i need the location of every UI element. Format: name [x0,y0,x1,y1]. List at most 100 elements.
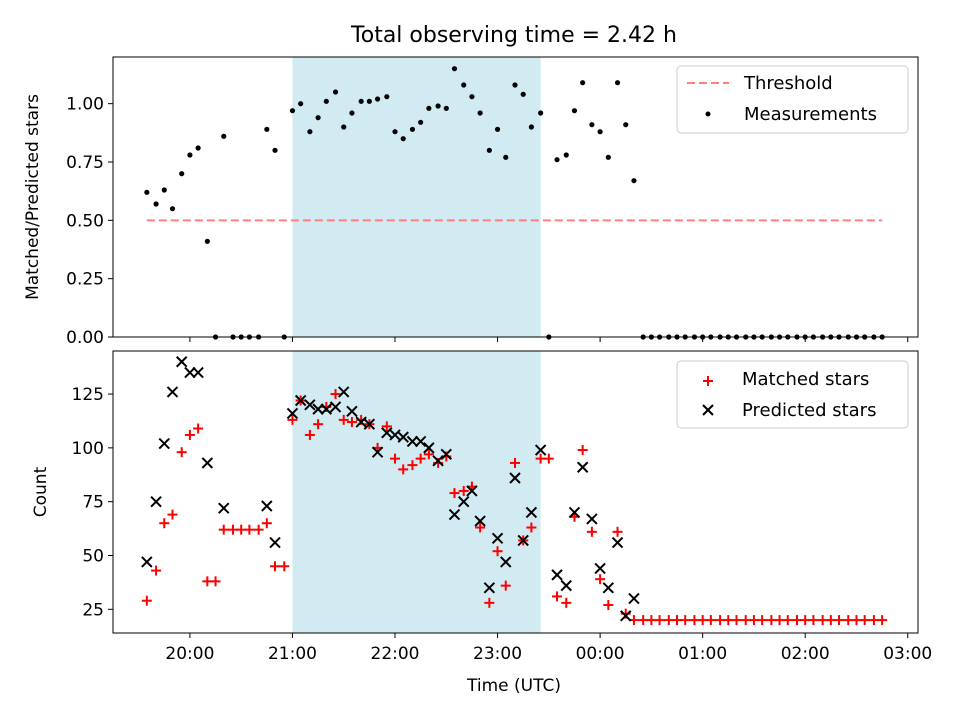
bottom-y-tick-label: 50 [82,547,104,567]
matched-stars-point [654,615,665,626]
measurements-point [451,66,458,72]
matched-stars-point [407,460,418,471]
matched-stars-point [346,417,357,428]
measurements-point [605,154,611,160]
measurements-point [366,98,372,104]
measurements-point [597,129,603,135]
matched-stars-point [159,518,170,529]
matched-stars-point [270,561,281,572]
measurements-point [272,147,278,153]
measurements-point [563,152,569,158]
predicted-stars-point [329,401,342,413]
predicted-stars-point [466,485,478,497]
matched-stars-point [577,445,588,456]
matched-stars-point [475,522,486,533]
predicted-stars-point [551,569,563,581]
matched-stars-point [141,595,152,606]
matched-stars-point [167,509,178,520]
measurements-point [589,122,595,128]
top-y-tick-label: 0.25 [66,270,104,290]
measurements-point [528,124,534,130]
predicted-stars-point [474,515,486,527]
predicted-stars-point [184,366,196,379]
matched-stars-point [176,447,187,458]
matched-stars-point [287,414,298,425]
matched-stars-point [151,565,162,576]
measurements-point [520,91,526,97]
measurements-point [614,80,621,86]
predicted-stars-point [414,435,427,448]
top-shaded-region [292,57,541,337]
measurements-point [580,80,586,86]
measurements-point [195,145,201,151]
predicted-stars-point [628,592,640,605]
top-y-tick-label: 1.00 [66,95,104,115]
measurements-point [153,201,159,207]
matched-stars-point [304,429,315,440]
predicted-stars-point [448,508,461,521]
measurements-point [349,110,355,116]
bottom-y-axis-label: Count [31,466,51,517]
matched-stars-point [338,414,349,425]
measurements-point [623,122,629,128]
predicted-stars-point [286,407,299,420]
measurements-point [469,94,475,100]
measurements-point [435,103,441,109]
measurements-point [187,152,193,158]
measurements-point [221,133,227,139]
matched-stars-point [492,546,503,557]
matched-stars-point [757,615,768,626]
measurements-point [486,147,492,153]
predicted-stars-point [158,437,170,450]
matched-stars-point [808,615,819,626]
predicted-stars-point [294,394,307,407]
predicted-stars-point [423,442,435,454]
predicted-stars-point [381,427,393,439]
predicted-stars-point [201,457,214,469]
top-panel: 0.00 0.25 0.50 0.75 1.00 Matched/Predicted s… [23,56,919,348]
matched-stars-point [193,423,204,434]
legend-matched-label: Matched stars [742,369,869,390]
predicted-stars-point [611,536,624,549]
bottom-x-tick-label: 21:00 [268,644,317,664]
top-legend: Threshold Measurements [676,65,909,134]
legend-measurements-swatch [705,111,711,117]
predicted-stars-point [525,506,538,519]
predicted-stars-point [440,448,452,461]
top-plot-frame [112,56,919,338]
measurements-point [307,129,313,135]
measurements-point [341,124,347,130]
matched-stars-point [680,615,691,626]
bottom-y-tick-label: 125 [72,385,104,405]
measurements-point [477,110,483,116]
measurements-point [494,126,501,132]
matched-stars-point [381,421,392,432]
legend-predicted-swatch [702,404,714,416]
bottom-x-tick-label: 23:00 [473,644,522,664]
measurements-point [298,101,304,107]
bottom-plot-frame [112,350,919,634]
predicted-stars-point [517,534,529,547]
predicted-stars-point [371,446,384,458]
bottom-x-tick-label: 03:00 [883,644,932,664]
bottom-x-tick-label: 01:00 [678,644,727,664]
predicted-stars-point [576,461,589,473]
measurements-point [323,98,329,104]
predicted-stars-point [141,556,153,568]
predicted-stars-point [312,403,324,415]
measurements-point [392,129,398,135]
matched-stars-point [313,419,324,430]
matched-stars-point [279,561,290,572]
predicted-stars-point [192,366,204,379]
predicted-stars-point [175,356,188,368]
matched-stars-point [552,591,563,602]
matched-stars-point [484,597,495,608]
top-y-axis-label: Matched/Predicted stars [23,94,43,300]
measurements-point [631,178,637,184]
predicted-stars-point [586,513,598,525]
measurements-point [503,154,509,160]
measurements-point [538,110,544,116]
measurements-point [264,126,270,132]
matched-stars-point [184,429,195,440]
matched-stars-point [561,597,572,608]
